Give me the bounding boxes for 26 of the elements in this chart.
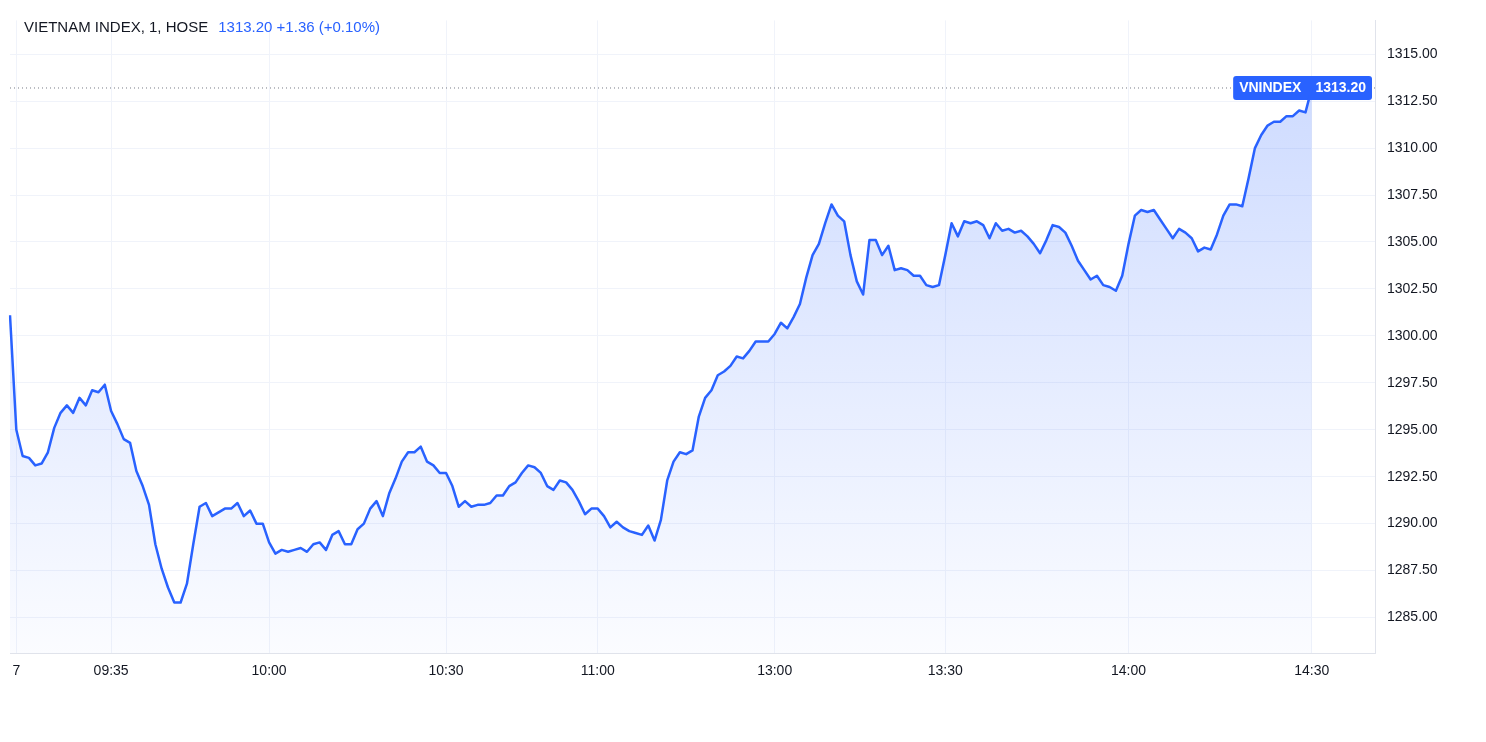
y-tick-label: 1292.50	[1387, 467, 1438, 484]
y-tick-label: 1297.50	[1387, 373, 1438, 390]
y-tick-label: 1302.50	[1387, 279, 1438, 296]
y-tick-label: 1287.50	[1387, 561, 1438, 578]
x-tick-label: 11:00	[580, 662, 615, 679]
x-tick-label: 14:30	[1294, 662, 1330, 679]
y-tick-label: 1315.00	[1387, 45, 1438, 62]
y-tick-label: 1285.00	[1387, 608, 1438, 625]
x-tick-label: 10:00	[251, 662, 287, 679]
x-tick-label: 13:30	[927, 662, 963, 679]
x-tick-label: 09:35	[93, 662, 129, 679]
y-tick-label: 1300.00	[1387, 326, 1438, 343]
y-tick-label: 1307.50	[1387, 185, 1438, 202]
x-tick-label: 14:00	[1111, 662, 1147, 679]
y-tick-label: 1295.00	[1387, 420, 1438, 437]
y-tick-label: 1312.50	[1387, 92, 1438, 108]
x-tick-label: 10:30	[428, 662, 464, 679]
x-tick-label: 13:00	[757, 662, 793, 679]
chart-title: VIETNAM INDEX, 1, HOSE	[24, 18, 209, 35]
x-tick-label: 7	[12, 662, 21, 679]
chart-subtitle: 1313.20 +1.36 (+0.10%)	[218, 18, 381, 35]
y-tick-label: 1305.00	[1387, 232, 1438, 249]
ref-line-label: 1313.20	[1315, 78, 1367, 95]
y-tick-label: 1290.00	[1387, 514, 1438, 531]
series-label: VNINDEX	[1239, 78, 1303, 95]
y-tick-label: 1310.00	[1387, 138, 1438, 155]
